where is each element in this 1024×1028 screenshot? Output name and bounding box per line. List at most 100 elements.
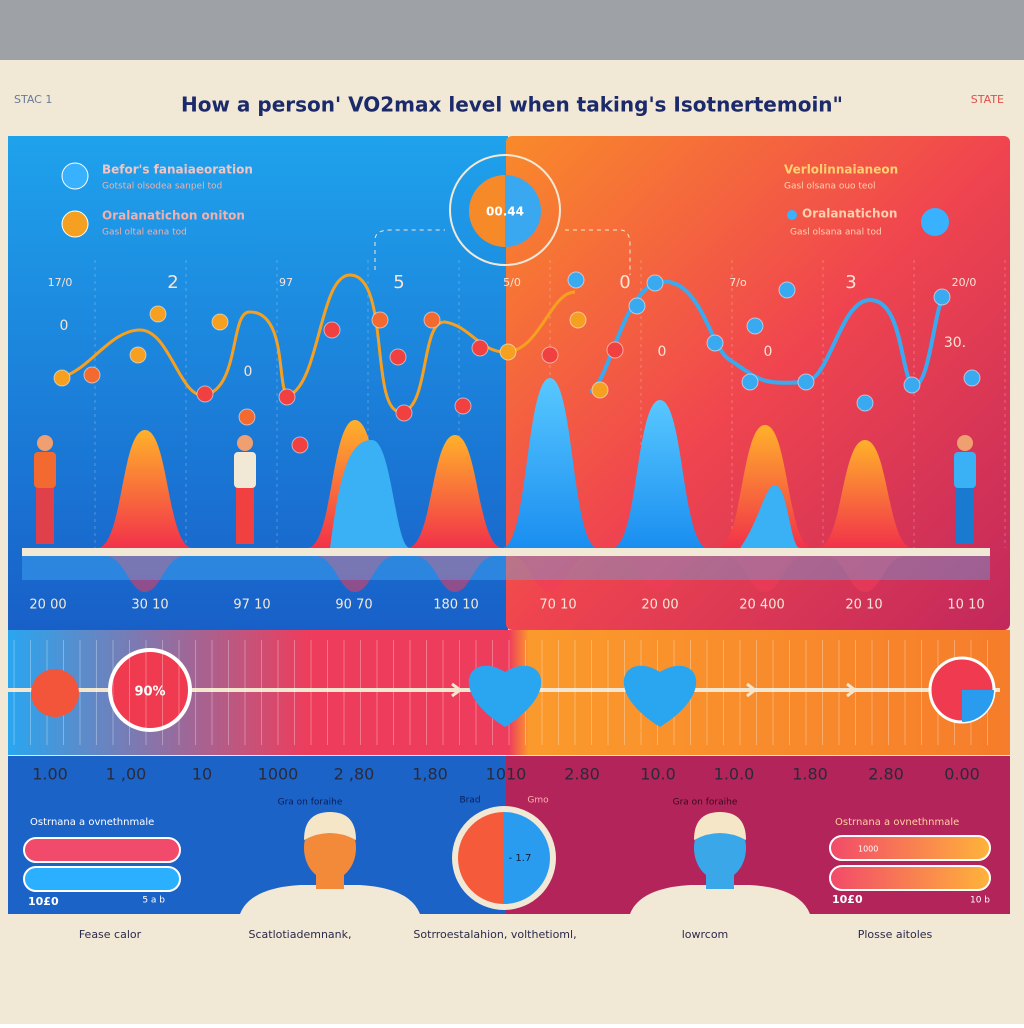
scale-label: 1010 xyxy=(486,765,527,784)
legend-subtitle: Gasl olsana anal tod xyxy=(790,228,882,238)
arrow xyxy=(775,682,858,698)
wave-dot xyxy=(196,385,214,403)
scale-label: 2 ,80 xyxy=(334,765,375,784)
figure-legs xyxy=(36,488,54,544)
peak xyxy=(97,430,193,548)
bar xyxy=(23,866,181,892)
pie-half xyxy=(504,812,550,904)
reflection xyxy=(510,556,590,592)
legend-title: Oralanatichon xyxy=(802,207,897,221)
wave-dot xyxy=(706,334,724,352)
wave-dot xyxy=(389,348,407,366)
side-label: 0 xyxy=(764,344,773,360)
wave-dot xyxy=(83,366,101,384)
peak-label: 7/o xyxy=(729,276,747,289)
axis-label: 20 00 xyxy=(641,598,678,613)
wave-dot xyxy=(129,346,147,364)
pie-label: Gmo xyxy=(527,796,549,806)
scale-label: 0.00 xyxy=(944,765,980,784)
reflection xyxy=(105,556,185,592)
pie-value: - 1.7 xyxy=(509,853,532,864)
caption: Fease calor xyxy=(79,928,142,941)
shirt xyxy=(240,885,420,914)
scale-label: 10 xyxy=(192,765,212,784)
reflection xyxy=(825,556,905,592)
peak-label: 0 xyxy=(619,272,630,293)
peak-label: 5 xyxy=(393,272,404,293)
wave-dot xyxy=(238,408,256,426)
scale-label: 1,80 xyxy=(412,765,448,784)
wave-dot xyxy=(395,404,413,422)
caption: lowrcom xyxy=(682,928,729,941)
strip-badge: 90% xyxy=(134,685,165,700)
peak xyxy=(717,425,813,548)
tag: STAC 1 xyxy=(14,93,52,106)
baseline xyxy=(22,548,990,556)
bar-inner: 1000 xyxy=(858,845,878,854)
figure-head xyxy=(237,435,253,451)
legend-title: Verlolinnaianeon xyxy=(784,163,898,177)
wave-dot xyxy=(454,397,472,415)
bar-value: 10 b xyxy=(970,896,990,906)
wave-dot xyxy=(646,274,664,292)
heart xyxy=(468,665,542,727)
title: How a person' VO2max level when taking's… xyxy=(181,93,843,117)
figure-legs xyxy=(956,488,974,544)
wave-dot xyxy=(741,373,759,391)
wave-dot xyxy=(569,311,587,329)
side-label: 30. xyxy=(944,335,966,351)
side-label: 0 xyxy=(244,364,253,380)
scale-label: 1.0.0 xyxy=(714,765,755,784)
peak xyxy=(407,435,503,548)
scale-label: 1.80 xyxy=(792,765,828,784)
backdrop xyxy=(0,0,1024,60)
figure-body xyxy=(34,452,56,488)
scale-label: 2.80 xyxy=(868,765,904,784)
wave-dot xyxy=(606,341,624,359)
axis-label: 20 400 xyxy=(739,598,785,613)
caption: Scatlotiademnank, xyxy=(249,928,352,941)
wave-dot xyxy=(746,317,764,335)
arrow xyxy=(700,682,758,698)
peak-label: 97 xyxy=(279,276,293,289)
peak-inner xyxy=(740,485,800,548)
axis-label: 30 10 xyxy=(131,598,168,613)
axis-label: 20 00 xyxy=(29,598,66,613)
bar-label: Ostrnana a ovnethnmale xyxy=(30,817,154,828)
wave-dot xyxy=(371,311,389,329)
badge-half xyxy=(469,175,505,247)
peak-label: 3 xyxy=(845,272,856,293)
wave-dot xyxy=(149,305,167,323)
scale-label: 1000 xyxy=(258,765,299,784)
hair xyxy=(694,812,746,840)
peak-label: 20/0 xyxy=(952,276,977,289)
scale-label: 1 ,00 xyxy=(106,765,147,784)
hair xyxy=(304,812,356,840)
wave-dot xyxy=(211,313,229,331)
heart xyxy=(623,665,697,727)
strip-badge-circle xyxy=(108,648,192,732)
legend-subtitle: Gasl oltal eana tod xyxy=(102,228,187,238)
peak xyxy=(612,400,708,548)
legend-title: Befor's fanaiaeoration xyxy=(102,163,253,177)
legend-dot xyxy=(61,210,89,238)
peak-label: 5/0 xyxy=(503,276,521,289)
axis-label: 10 10 xyxy=(947,598,984,613)
reflection xyxy=(620,556,700,592)
wave-dot xyxy=(53,369,71,387)
dashed-link xyxy=(565,229,631,275)
caption: Plosse aitoles xyxy=(858,928,933,941)
legend-subtitle: Gasl olsana ouo teol xyxy=(784,182,875,192)
strip-dot xyxy=(31,669,79,717)
figure-body xyxy=(954,452,976,488)
peak xyxy=(502,378,598,548)
tag: STATE xyxy=(971,93,1004,106)
legend-dot xyxy=(921,208,949,236)
wave-dot xyxy=(278,388,296,406)
scale-label: 1.00 xyxy=(32,765,68,784)
strip-pie-slice xyxy=(962,690,994,722)
bar xyxy=(23,837,181,863)
bar-value: 10£0 xyxy=(832,893,863,906)
wave-dot xyxy=(903,376,921,394)
